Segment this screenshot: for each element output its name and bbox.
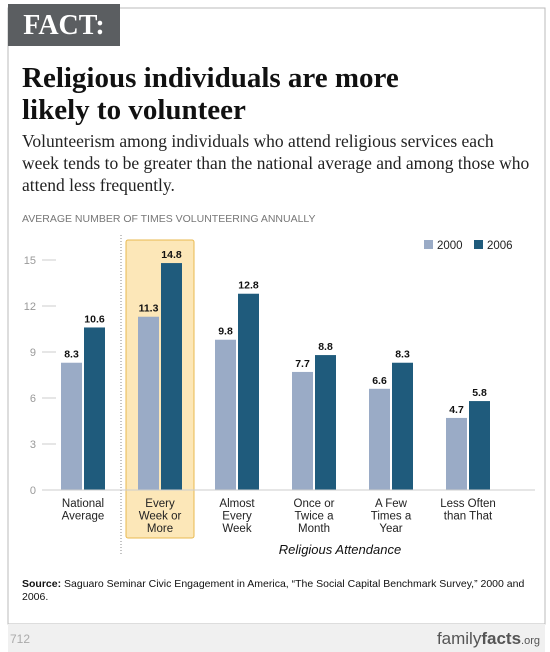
source-label: Source:: [22, 578, 62, 590]
footer-bar: [8, 624, 545, 652]
bar: [238, 293, 259, 490]
y-tick-label: 3: [30, 439, 36, 451]
highlight-box: [125, 239, 195, 539]
y-tick-label: 0: [30, 485, 36, 497]
value-label: 9.8: [218, 326, 233, 338]
legend-swatch: [424, 240, 433, 249]
legend-label: 2006: [487, 240, 513, 252]
value-label: 7.7: [295, 358, 310, 370]
y-tick-label: 15: [24, 255, 36, 267]
y-tick-label: 12: [24, 301, 36, 313]
badge: [8, 4, 120, 46]
x-axis-label: Religious Attendance: [279, 542, 401, 557]
logo-part: .org: [521, 635, 540, 647]
bar: [446, 417, 467, 490]
logo: familyfacts.org: [437, 629, 540, 648]
source-text: Saguaro Seminar Civic Engagement in Amer…: [22, 578, 525, 603]
y-tick-label: 9: [30, 347, 36, 359]
bar: [315, 355, 336, 490]
x-tick-label: Month: [298, 523, 330, 535]
value-label: 8.3: [64, 349, 79, 361]
x-tick-label: Almost: [219, 498, 255, 510]
title: Religious individuals are more likely to…: [22, 62, 399, 126]
x-tick-label: Every: [145, 498, 175, 510]
logo-part: facts: [481, 629, 521, 648]
legend-label: 2000: [437, 240, 463, 252]
plot: 03691215NationalAverage8.310.6EveryWeek …: [24, 239, 535, 539]
badge-text: FACT:: [23, 10, 104, 41]
bar: [215, 339, 236, 490]
value-label: 12.8: [238, 280, 259, 292]
y-axis-label: AVERAGE NUMBER OF TIMES VOLUNTEERING ANN…: [22, 213, 315, 225]
x-tick-label: Average: [62, 511, 105, 523]
value-label: 8.3: [395, 349, 410, 361]
logo-part: family: [437, 629, 482, 648]
value-label: 14.8: [161, 249, 182, 261]
bar: [61, 362, 82, 490]
y-tick-label: 6: [30, 393, 36, 405]
value-label: 11.3: [139, 303, 159, 315]
subtitle: Volunteerism among individuals who atten…: [22, 131, 530, 195]
x-tick-label: Every: [222, 511, 252, 523]
bar: [469, 401, 490, 490]
card: [7, 7, 546, 625]
x-tick-label: Week or: [139, 511, 182, 523]
x-tick-label: Twice a: [295, 511, 335, 523]
x-tick-label: Year: [379, 523, 402, 535]
x-tick-label: Week: [222, 523, 251, 535]
bar: [369, 388, 390, 490]
value-label: 10.6: [84, 313, 105, 325]
x-tick-label: Once or: [294, 498, 335, 510]
x-tick-label: Times a: [371, 511, 412, 523]
value-label: 8.8: [318, 341, 333, 353]
x-tick-label: than That: [444, 511, 493, 523]
bar: [292, 371, 313, 490]
legend-swatch: [474, 240, 483, 249]
bar: [138, 316, 159, 490]
value-label: 5.8: [472, 387, 487, 399]
x-tick-label: National: [62, 498, 104, 510]
bar: [161, 263, 182, 490]
x-tick-label: More: [147, 523, 173, 535]
x-tick-label: Less Often: [440, 498, 496, 510]
bar: [84, 327, 105, 490]
x-tick-label: A Few: [375, 498, 408, 510]
source: Source: Saguaro Seminar Civic Engagement…: [22, 578, 532, 604]
value-label: 4.7: [449, 404, 464, 416]
page-number: 712: [10, 632, 30, 646]
value-label: 6.6: [372, 375, 387, 387]
bar: [392, 362, 413, 490]
